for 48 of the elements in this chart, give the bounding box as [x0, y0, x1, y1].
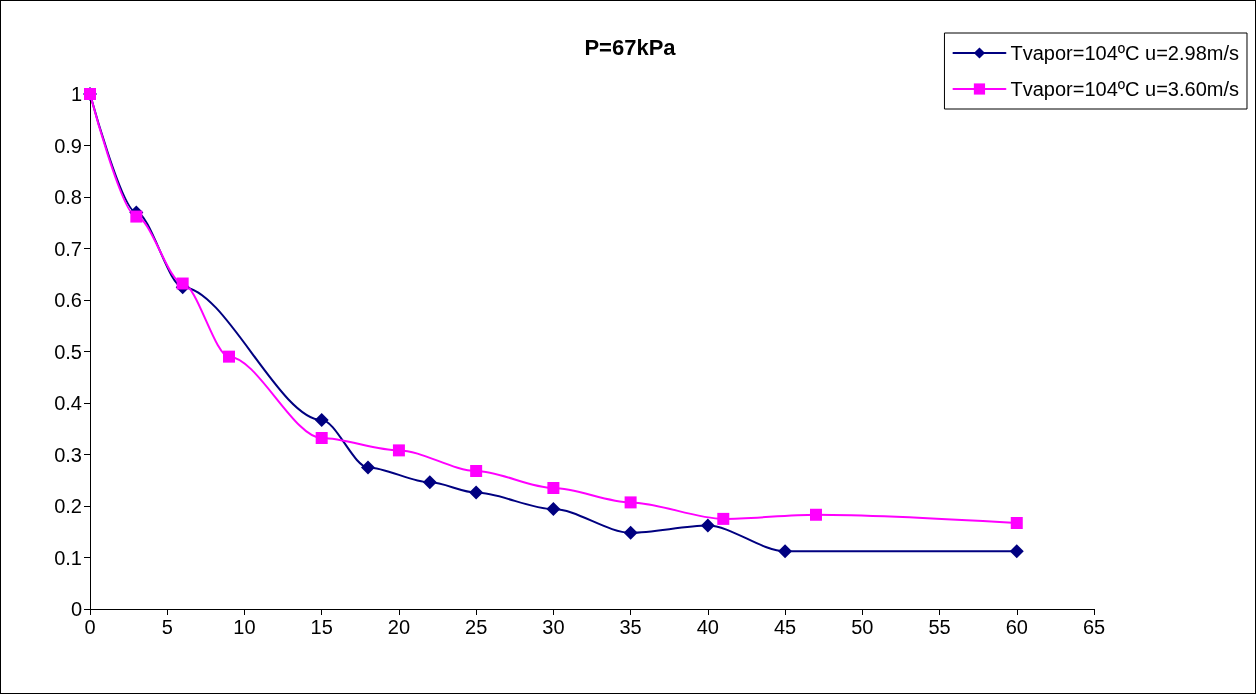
point: [700, 518, 715, 533]
point: [1010, 516, 1023, 529]
y-tick-label: 1: [70, 83, 82, 105]
y-tick-label: 0: [70, 598, 82, 620]
y-tick-label: 0.6: [54, 289, 82, 311]
legend-label: Tvapor=104ºC u=2.98m/s: [1010, 42, 1239, 64]
x-tick-label: 25: [465, 616, 488, 638]
point: [470, 464, 483, 477]
y-tick-label: 0.3: [54, 443, 82, 466]
legend-label: Tvapor=104ºC u=3.60m/s: [1010, 78, 1239, 100]
x-tick-label: 45: [773, 616, 797, 638]
y-tick-label: 0.1: [54, 546, 82, 569]
point: [223, 350, 236, 363]
point: [809, 508, 822, 521]
x-tick-label: 30: [542, 616, 565, 638]
y-tick-label: 0.9: [54, 134, 82, 157]
point: [778, 544, 793, 559]
x-tick-label: 0: [84, 616, 96, 638]
x-tick-label: 35: [619, 616, 642, 638]
point: [1009, 544, 1024, 559]
x-tick-label: 15: [310, 616, 333, 638]
x-tick-label: 40: [696, 616, 719, 638]
point: [361, 460, 376, 475]
y-tick-label: 0.7: [54, 237, 82, 260]
point: [315, 432, 328, 445]
x-tick-label: 5: [161, 616, 173, 638]
point: [130, 210, 143, 223]
y-tick-label: 0.4: [54, 392, 82, 414]
point: [547, 481, 560, 494]
x-tick-label: 50: [851, 616, 874, 638]
point: [717, 512, 730, 525]
point: [422, 475, 437, 490]
x-tick-label: 55: [928, 616, 951, 638]
y-tick-label: 0.5: [54, 340, 82, 363]
point: [623, 525, 638, 540]
point: [546, 502, 561, 517]
point: [469, 485, 484, 500]
chart-title: P=67kPa: [584, 34, 677, 60]
point: [624, 496, 637, 509]
x-tick-label: 10: [233, 616, 256, 638]
x-tick-label: 65: [1082, 616, 1106, 638]
point: [176, 277, 189, 290]
y-tick-label: 0.2: [54, 495, 82, 517]
x-tick-label: 20: [387, 616, 411, 638]
y-tick-label: 0.8: [54, 186, 82, 208]
point: [392, 444, 405, 457]
point: [314, 412, 329, 427]
x-tick-label: 60: [1005, 616, 1028, 638]
